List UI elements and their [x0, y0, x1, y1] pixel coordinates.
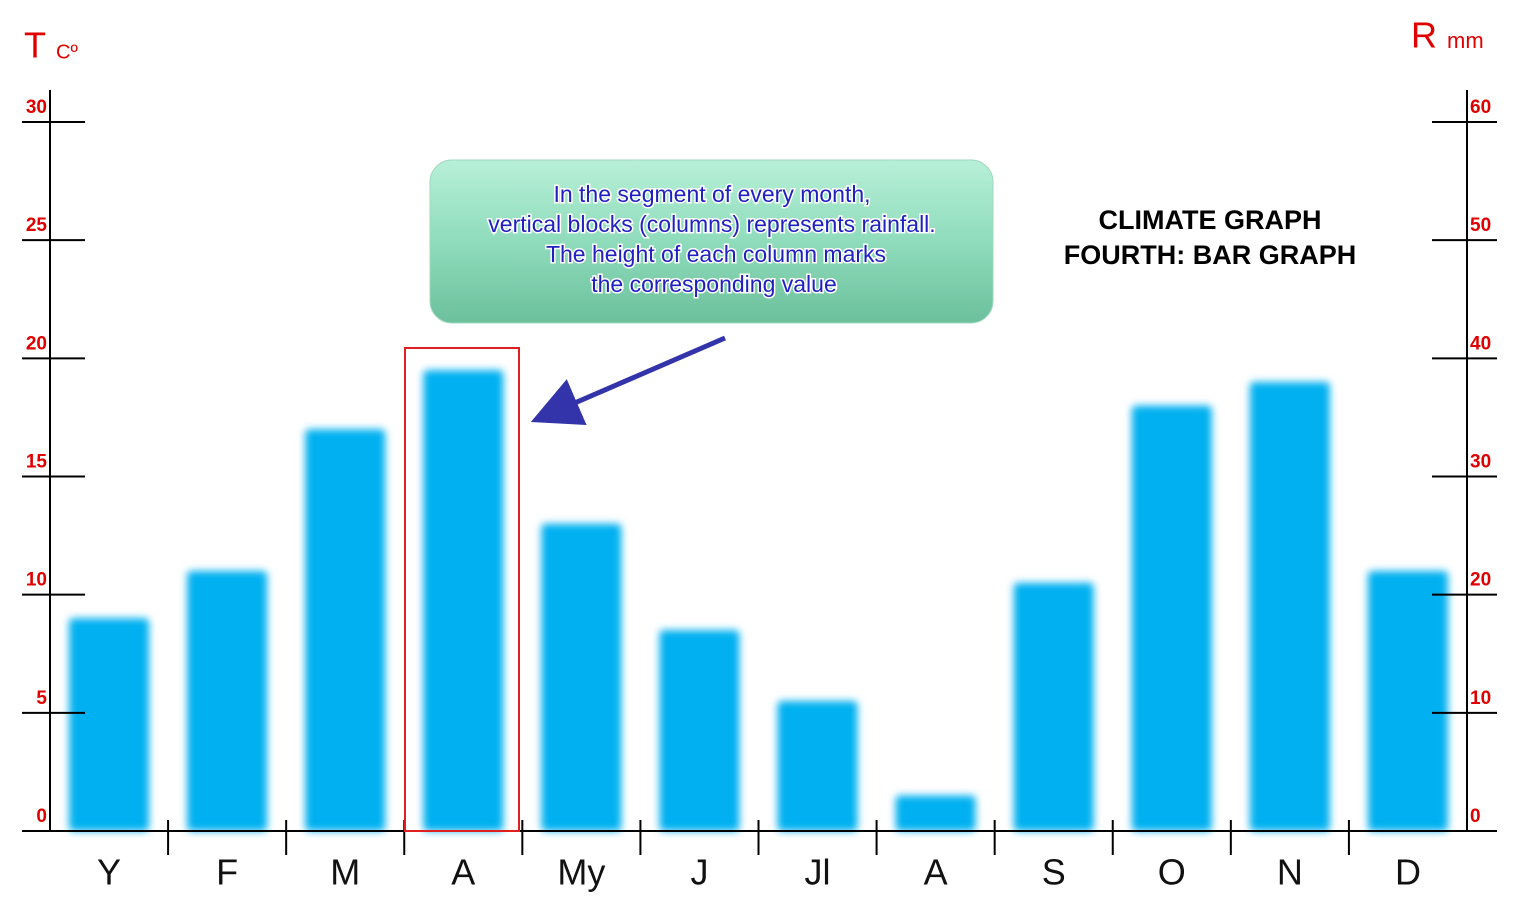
- x-tick-label: S: [1042, 852, 1066, 893]
- x-tick-label: J: [690, 852, 708, 893]
- x-tick-label: O: [1158, 852, 1186, 893]
- y2-tick-label: 20: [1470, 570, 1491, 591]
- chart-title: CLIMATE GRAPH: [1099, 205, 1322, 235]
- y2-tick-label: 10: [1470, 688, 1491, 709]
- y2-tick-label: 30: [1470, 452, 1491, 473]
- bar: [187, 571, 268, 831]
- y-tick-label: 15: [26, 452, 48, 473]
- x-tick-label: A: [451, 852, 475, 893]
- y-tick-label: 10: [26, 570, 47, 591]
- y2-tick-label: 50: [1470, 215, 1491, 236]
- y-tick-label: 25: [26, 215, 48, 236]
- annotation: In the segment of every month,: [553, 181, 870, 207]
- annotation: the corresponding value: [591, 271, 837, 297]
- bar: [777, 701, 858, 831]
- bar: [69, 618, 150, 831]
- bar: [1131, 405, 1212, 831]
- y-tick-label: 20: [26, 333, 47, 354]
- annotation: vertical blocks (columns) represents rai…: [488, 211, 935, 237]
- bar: [895, 795, 976, 831]
- x-tick-label: D: [1395, 852, 1421, 893]
- y2-tick-label: 60: [1470, 97, 1491, 118]
- bar: [1367, 571, 1448, 831]
- arrow: [530, 335, 726, 426]
- x-tick-label: My: [557, 852, 605, 893]
- x-tick-label: Y: [97, 852, 121, 893]
- callout-box: [429, 159, 994, 324]
- x-tick-label: F: [216, 852, 238, 893]
- bar: [423, 370, 504, 831]
- chart-subtitle: FOURTH: BAR GRAPH: [1064, 240, 1356, 270]
- x-tick-label: N: [1277, 852, 1303, 893]
- y2-tick-label: 0: [1470, 806, 1481, 827]
- bar: [1249, 381, 1330, 831]
- plot: 0 5 10 15 20 25 30 0 10 20 30 40 50 60 Y F M A My J Jl A S O N D: [22, 90, 1497, 893]
- x-tick-label: M: [330, 852, 360, 893]
- x-tick-label: Jl: [805, 852, 831, 893]
- y2-axis-unit: mm: [1447, 28, 1484, 53]
- y-tick-label: 30: [26, 97, 47, 118]
- y2-axis-title: R: [1411, 15, 1437, 56]
- bar: [659, 630, 740, 831]
- y2-tick-label: 40: [1470, 333, 1491, 354]
- y-axis-unit: Cº: [56, 41, 78, 63]
- highlight-box: [404, 347, 520, 832]
- y-tick-label: 0: [36, 806, 47, 827]
- y-axis-title: T: [24, 25, 46, 66]
- bar: [541, 523, 622, 831]
- y-tick-label: 5: [36, 688, 47, 709]
- bar: [1013, 582, 1094, 831]
- bar: [305, 429, 386, 831]
- annotation: The height of each column marks: [546, 241, 886, 267]
- x-tick-label: A: [924, 852, 948, 893]
